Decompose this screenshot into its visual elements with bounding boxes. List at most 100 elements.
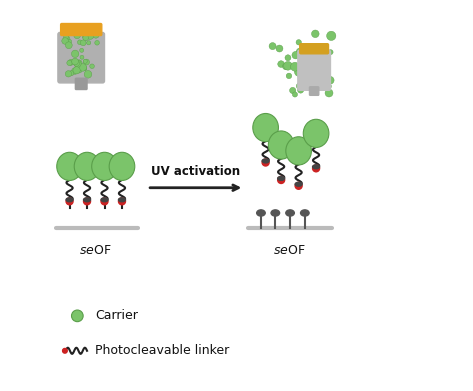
Ellipse shape bbox=[72, 58, 79, 65]
Ellipse shape bbox=[286, 137, 311, 165]
Ellipse shape bbox=[328, 50, 333, 55]
Text: Carrier: Carrier bbox=[95, 309, 138, 322]
Text: $\it{se}$OF: $\it{se}$OF bbox=[79, 244, 111, 257]
FancyBboxPatch shape bbox=[309, 87, 319, 95]
Ellipse shape bbox=[262, 159, 269, 163]
Ellipse shape bbox=[66, 198, 73, 205]
Ellipse shape bbox=[310, 58, 319, 66]
Ellipse shape bbox=[313, 165, 320, 172]
Ellipse shape bbox=[74, 60, 81, 67]
Ellipse shape bbox=[71, 310, 83, 322]
Ellipse shape bbox=[80, 55, 84, 59]
Ellipse shape bbox=[82, 66, 87, 71]
FancyBboxPatch shape bbox=[58, 32, 105, 83]
Ellipse shape bbox=[118, 198, 125, 202]
Ellipse shape bbox=[300, 210, 309, 216]
Ellipse shape bbox=[285, 55, 291, 61]
Ellipse shape bbox=[66, 198, 73, 202]
Text: $\it{se}$OF: $\it{se}$OF bbox=[273, 244, 306, 257]
Ellipse shape bbox=[74, 32, 80, 39]
Ellipse shape bbox=[297, 83, 303, 89]
Ellipse shape bbox=[78, 40, 82, 45]
FancyBboxPatch shape bbox=[300, 44, 329, 54]
Ellipse shape bbox=[87, 32, 94, 39]
Ellipse shape bbox=[307, 68, 315, 75]
Ellipse shape bbox=[271, 210, 280, 216]
Text: Photocleavable linker: Photocleavable linker bbox=[95, 344, 229, 357]
Ellipse shape bbox=[83, 66, 87, 70]
Ellipse shape bbox=[63, 34, 69, 39]
Ellipse shape bbox=[295, 182, 302, 189]
Ellipse shape bbox=[62, 38, 69, 44]
Ellipse shape bbox=[310, 64, 320, 74]
Ellipse shape bbox=[262, 159, 269, 166]
Ellipse shape bbox=[284, 61, 292, 70]
Ellipse shape bbox=[83, 35, 88, 41]
Ellipse shape bbox=[71, 68, 78, 74]
Ellipse shape bbox=[296, 39, 301, 45]
Ellipse shape bbox=[92, 31, 99, 38]
Ellipse shape bbox=[257, 210, 265, 216]
Ellipse shape bbox=[324, 83, 331, 90]
Ellipse shape bbox=[68, 39, 71, 44]
Ellipse shape bbox=[292, 92, 298, 97]
FancyBboxPatch shape bbox=[61, 23, 102, 36]
Ellipse shape bbox=[118, 198, 125, 205]
Ellipse shape bbox=[101, 198, 108, 202]
Ellipse shape bbox=[84, 59, 89, 65]
Ellipse shape bbox=[313, 165, 320, 169]
Text: UV activation: UV activation bbox=[151, 165, 240, 178]
Ellipse shape bbox=[286, 73, 292, 79]
Ellipse shape bbox=[253, 113, 279, 142]
Ellipse shape bbox=[62, 348, 67, 353]
Ellipse shape bbox=[73, 67, 80, 74]
Ellipse shape bbox=[314, 49, 321, 57]
Ellipse shape bbox=[67, 60, 72, 66]
Ellipse shape bbox=[68, 59, 74, 65]
Ellipse shape bbox=[325, 89, 333, 97]
Ellipse shape bbox=[326, 76, 334, 84]
Ellipse shape bbox=[278, 61, 284, 67]
Ellipse shape bbox=[87, 41, 91, 45]
Ellipse shape bbox=[327, 31, 336, 41]
Ellipse shape bbox=[71, 50, 79, 57]
Ellipse shape bbox=[298, 87, 304, 93]
Ellipse shape bbox=[315, 71, 322, 79]
Ellipse shape bbox=[69, 71, 74, 76]
Ellipse shape bbox=[65, 71, 71, 77]
Ellipse shape bbox=[289, 87, 296, 93]
FancyBboxPatch shape bbox=[298, 50, 331, 90]
Ellipse shape bbox=[282, 63, 289, 70]
Ellipse shape bbox=[269, 43, 276, 50]
Ellipse shape bbox=[73, 60, 79, 66]
Ellipse shape bbox=[324, 78, 331, 85]
Ellipse shape bbox=[268, 131, 294, 159]
Ellipse shape bbox=[278, 176, 285, 180]
Ellipse shape bbox=[95, 40, 99, 45]
Ellipse shape bbox=[278, 176, 285, 183]
Ellipse shape bbox=[292, 51, 299, 59]
Ellipse shape bbox=[101, 198, 108, 205]
Ellipse shape bbox=[84, 198, 90, 202]
Ellipse shape bbox=[57, 152, 82, 181]
Ellipse shape bbox=[76, 67, 82, 73]
Ellipse shape bbox=[84, 70, 92, 78]
Ellipse shape bbox=[290, 62, 299, 71]
Ellipse shape bbox=[295, 182, 302, 186]
Ellipse shape bbox=[84, 198, 90, 205]
Ellipse shape bbox=[276, 45, 283, 52]
Ellipse shape bbox=[64, 36, 70, 42]
Ellipse shape bbox=[312, 30, 319, 38]
Ellipse shape bbox=[74, 152, 100, 181]
Ellipse shape bbox=[83, 59, 88, 63]
Ellipse shape bbox=[286, 210, 294, 216]
Ellipse shape bbox=[79, 48, 84, 52]
Ellipse shape bbox=[82, 34, 87, 39]
Ellipse shape bbox=[80, 40, 86, 46]
Ellipse shape bbox=[295, 67, 304, 77]
Ellipse shape bbox=[76, 60, 82, 66]
Ellipse shape bbox=[92, 152, 117, 181]
Ellipse shape bbox=[90, 64, 94, 68]
FancyBboxPatch shape bbox=[75, 78, 87, 90]
Ellipse shape bbox=[296, 48, 305, 57]
